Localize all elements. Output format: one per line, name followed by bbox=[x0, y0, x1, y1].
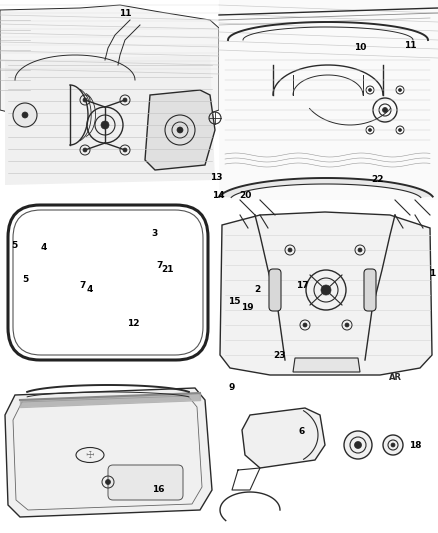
Circle shape bbox=[83, 148, 87, 152]
Circle shape bbox=[383, 435, 403, 455]
Circle shape bbox=[288, 248, 292, 252]
Circle shape bbox=[345, 323, 349, 327]
Circle shape bbox=[101, 121, 109, 129]
Circle shape bbox=[368, 88, 371, 92]
Text: 2: 2 bbox=[254, 286, 260, 295]
Polygon shape bbox=[219, 178, 433, 198]
Circle shape bbox=[354, 441, 361, 448]
FancyBboxPatch shape bbox=[269, 269, 281, 311]
Text: 7: 7 bbox=[157, 261, 163, 270]
Circle shape bbox=[123, 148, 127, 152]
Text: 4: 4 bbox=[87, 286, 93, 295]
Text: 3: 3 bbox=[152, 229, 158, 238]
Circle shape bbox=[382, 108, 388, 112]
Circle shape bbox=[303, 323, 307, 327]
Text: 23: 23 bbox=[274, 351, 286, 359]
Circle shape bbox=[83, 98, 87, 102]
Polygon shape bbox=[0, 5, 219, 122]
Circle shape bbox=[391, 443, 395, 447]
Text: 1: 1 bbox=[429, 270, 435, 279]
Text: 16: 16 bbox=[152, 486, 164, 495]
Polygon shape bbox=[5, 55, 215, 185]
Polygon shape bbox=[220, 212, 432, 375]
Text: 17: 17 bbox=[296, 281, 308, 290]
Circle shape bbox=[399, 88, 402, 92]
FancyBboxPatch shape bbox=[108, 465, 183, 500]
Text: 22: 22 bbox=[371, 175, 383, 184]
Circle shape bbox=[13, 103, 37, 127]
Text: 7: 7 bbox=[80, 281, 86, 290]
Text: 5: 5 bbox=[22, 276, 28, 285]
FancyBboxPatch shape bbox=[364, 269, 376, 311]
Text: 9: 9 bbox=[229, 383, 235, 392]
Text: 15: 15 bbox=[228, 297, 240, 306]
Circle shape bbox=[321, 285, 331, 295]
Text: 12: 12 bbox=[127, 319, 139, 328]
Text: 21: 21 bbox=[162, 265, 174, 274]
Circle shape bbox=[106, 480, 110, 484]
Text: 18: 18 bbox=[409, 440, 421, 449]
Circle shape bbox=[344, 431, 372, 459]
Circle shape bbox=[358, 248, 362, 252]
Polygon shape bbox=[145, 90, 215, 170]
Text: 14: 14 bbox=[212, 191, 224, 200]
Text: 13: 13 bbox=[210, 174, 222, 182]
Polygon shape bbox=[242, 408, 325, 468]
Polygon shape bbox=[5, 388, 212, 517]
Text: 10: 10 bbox=[354, 43, 366, 52]
Circle shape bbox=[399, 128, 402, 132]
Text: 11: 11 bbox=[119, 10, 131, 19]
Circle shape bbox=[177, 127, 183, 133]
Circle shape bbox=[368, 128, 371, 132]
Text: 20: 20 bbox=[239, 190, 251, 199]
Text: 19: 19 bbox=[241, 303, 253, 312]
Circle shape bbox=[123, 98, 127, 102]
Text: 5: 5 bbox=[11, 241, 17, 251]
Text: 11: 11 bbox=[404, 41, 416, 50]
Polygon shape bbox=[219, 0, 438, 200]
Text: 4: 4 bbox=[41, 243, 47, 252]
Text: ☩: ☩ bbox=[85, 450, 94, 460]
Text: 6: 6 bbox=[299, 427, 305, 437]
Polygon shape bbox=[293, 358, 360, 372]
Circle shape bbox=[22, 112, 28, 118]
Text: AR: AR bbox=[389, 374, 402, 383]
